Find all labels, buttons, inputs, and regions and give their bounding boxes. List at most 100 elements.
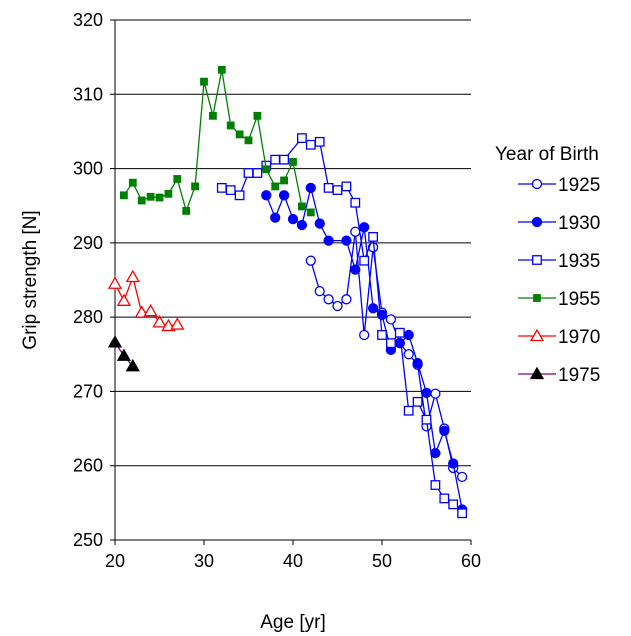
data-point-1930-8	[341, 235, 352, 246]
legend-item-1955: 1955	[518, 289, 600, 310]
y-tick-label-280: 280	[73, 307, 103, 327]
data-point-1935-21	[412, 396, 423, 407]
data-point-1930-5	[305, 182, 316, 194]
y-tick-label-310: 310	[73, 84, 103, 104]
legend-swatch-marker-1935	[532, 255, 542, 265]
data-point-1930-11	[367, 303, 379, 314]
data-point-1955-11	[217, 65, 226, 74]
data-point-1935-19	[394, 327, 405, 338]
data-point-1970-2	[125, 269, 140, 283]
legend-swatch-marker-1955	[533, 294, 541, 302]
series-group	[107, 65, 468, 519]
data-point-1930-12	[376, 309, 388, 321]
data-point-1935-10	[314, 136, 325, 147]
data-point-1925-2	[323, 294, 334, 305]
data-point-1925-5	[350, 226, 361, 237]
x-tick-labels: 20 30 40 50 60	[105, 551, 481, 571]
x-tick-label-20: 20	[105, 551, 125, 571]
legend-title: Year of Birth	[495, 144, 599, 165]
legend-label-1970: 1970	[558, 327, 600, 348]
data-point-1930-19	[439, 425, 450, 436]
data-point-1955-4	[155, 193, 164, 202]
data-point-1975-1	[116, 348, 132, 361]
data-point-1935-15	[359, 255, 370, 266]
data-point-1935-22	[421, 414, 432, 425]
data-point-1955-16	[262, 165, 271, 174]
data-point-1975-2	[125, 358, 140, 372]
data-point-1955-14	[244, 136, 253, 145]
series-1970	[107, 269, 185, 332]
legend-swatch-marker-1930	[531, 216, 543, 228]
data-point-1955-8	[191, 182, 200, 191]
data-point-1925-1	[314, 285, 325, 297]
data-point-1925-3	[332, 300, 343, 312]
gridlines	[110, 19, 471, 541]
legend-label-1930: 1930	[558, 213, 600, 234]
data-point-1935-12	[332, 185, 343, 196]
data-point-1935-4	[252, 168, 263, 178]
legend: Year of Birth 1925 1930 1935 1955 1970 1975	[495, 144, 600, 386]
data-point-1930-7	[323, 235, 334, 246]
legend-label-1955: 1955	[558, 289, 600, 310]
y-tick-label-290: 290	[73, 233, 103, 253]
y-tick-label-270: 270	[73, 381, 103, 401]
data-point-1955-18	[280, 176, 289, 185]
series-line-1955	[123, 69, 312, 214]
data-point-1955-12	[226, 121, 235, 130]
data-point-1955-0	[120, 191, 128, 200]
data-point-1955-15	[253, 111, 262, 120]
data-point-1930-18	[430, 447, 441, 459]
data-point-1925-9	[385, 314, 397, 325]
data-point-1970-0	[107, 276, 123, 289]
data-point-1935-9	[305, 139, 316, 150]
data-point-1955-13	[235, 130, 244, 139]
data-point-1935-13	[341, 181, 352, 192]
data-point-1925-11	[403, 349, 414, 360]
x-tick-label-60: 60	[461, 551, 481, 571]
data-point-1925-6	[359, 329, 370, 341]
data-point-1935-16	[368, 232, 379, 242]
series-1955	[120, 65, 315, 217]
data-point-1955-1	[128, 178, 137, 187]
legend-label-1975: 1975	[558, 365, 600, 386]
legend-label-1935: 1935	[558, 251, 600, 272]
data-point-1970-5	[152, 315, 167, 328]
data-point-1955-9	[200, 77, 208, 86]
data-point-1930-9	[350, 264, 361, 275]
data-point-1935-25	[448, 499, 459, 510]
data-point-1935-11	[323, 182, 334, 193]
data-point-1970-7	[170, 317, 185, 330]
data-point-1930-0	[261, 190, 272, 201]
data-point-1955-3	[146, 192, 155, 201]
data-point-1975-0	[107, 335, 123, 348]
data-point-1955-5	[164, 189, 173, 198]
x-axis-title: Age [yr]	[260, 612, 325, 633]
data-point-1935-17	[377, 330, 387, 340]
data-point-1935-3	[243, 168, 254, 178]
data-point-1930-15	[403, 329, 414, 341]
data-point-1925-0	[305, 255, 316, 266]
data-point-1930-6	[314, 218, 325, 229]
data-point-1935-6	[270, 154, 281, 165]
legend-item-1930: 1930	[518, 213, 600, 234]
data-point-1955-19	[289, 157, 297, 166]
x-tick-label-40: 40	[283, 551, 303, 571]
data-point-1930-20	[448, 458, 459, 469]
y-tick-label-320: 320	[73, 10, 103, 30]
x-tick-label-50: 50	[372, 551, 392, 571]
data-point-1925-14	[430, 388, 441, 399]
y-tick-labels: 250 260 270 280 290 300 310 320	[73, 10, 103, 550]
data-point-1930-4	[296, 219, 308, 231]
data-point-1930-1	[270, 212, 281, 223]
data-point-1935-0	[216, 182, 227, 193]
data-point-1955-7	[182, 207, 191, 215]
legend-item-1925: 1925	[518, 175, 600, 196]
data-point-1935-26	[457, 508, 468, 519]
data-point-1955-10	[208, 111, 217, 120]
y-tick-label-260: 260	[73, 456, 103, 476]
data-point-1935-7	[279, 154, 290, 165]
data-point-1970-4	[143, 303, 158, 317]
y-tick-label-250: 250	[73, 530, 103, 550]
plot-area	[115, 20, 471, 540]
data-point-1970-1	[116, 293, 132, 306]
